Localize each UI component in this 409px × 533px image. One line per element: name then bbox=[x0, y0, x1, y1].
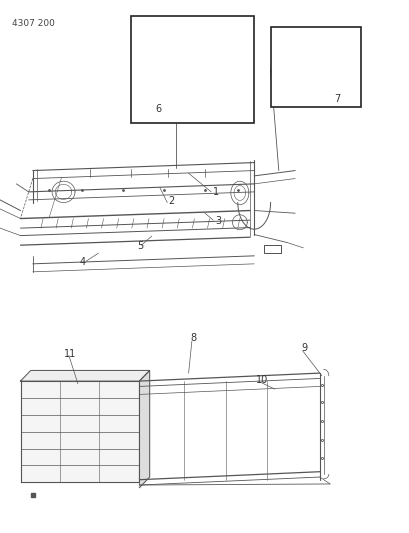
Text: 5: 5 bbox=[137, 241, 143, 251]
Text: 10: 10 bbox=[256, 375, 268, 385]
Polygon shape bbox=[139, 370, 149, 488]
Text: 1: 1 bbox=[213, 187, 219, 197]
Text: 7: 7 bbox=[333, 94, 339, 103]
Polygon shape bbox=[20, 381, 139, 482]
Text: 11: 11 bbox=[63, 350, 76, 359]
Text: 4307 200: 4307 200 bbox=[12, 19, 55, 28]
Polygon shape bbox=[20, 370, 149, 381]
Text: 2: 2 bbox=[168, 197, 174, 206]
Text: 9: 9 bbox=[301, 343, 307, 352]
Text: 4: 4 bbox=[80, 257, 86, 267]
Bar bbox=[264, 245, 280, 253]
Text: 6: 6 bbox=[155, 104, 162, 114]
Text: 3: 3 bbox=[215, 216, 221, 226]
Bar bbox=[270, 27, 360, 107]
Bar bbox=[131, 16, 254, 123]
Text: 8: 8 bbox=[190, 334, 196, 343]
